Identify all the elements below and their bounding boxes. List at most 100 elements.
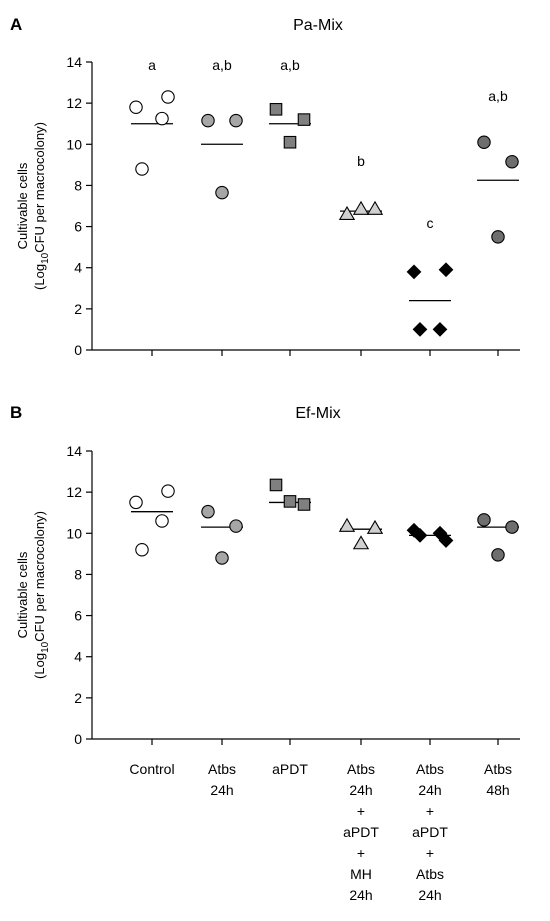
data-point xyxy=(505,155,519,169)
y-tick-label: 4 xyxy=(74,260,82,276)
x-category-label: + xyxy=(357,803,365,819)
y-tick-label: 6 xyxy=(74,219,82,235)
y-axis-label-line1: Cultivable cells xyxy=(15,162,30,249)
data-point xyxy=(229,519,243,533)
y-tick-label: 8 xyxy=(74,177,82,193)
x-category-label: Atbs xyxy=(416,866,444,882)
x-category-label: MH xyxy=(350,866,372,882)
data-point xyxy=(135,162,149,176)
x-category-label: 24h xyxy=(210,782,233,798)
data-point xyxy=(297,498,311,511)
y-tick-label: 6 xyxy=(74,608,82,624)
x-category-label: Atbs xyxy=(347,761,375,777)
data-point xyxy=(477,135,491,149)
x-category-label: Atbs xyxy=(484,761,512,777)
data-point xyxy=(491,548,505,562)
x-category-label: Atbs xyxy=(208,761,236,777)
panel-a: A Pa-Mix 0 2 4 6 8 10 12 14 Cultivable cells(Log… xyxy=(10,15,520,358)
data-point xyxy=(477,513,491,527)
y-axis-label-subscript: 10 xyxy=(40,252,51,264)
x-category-label: aPDT xyxy=(272,761,308,777)
data-point xyxy=(352,200,370,215)
data-point xyxy=(505,520,519,534)
y-axis-label-pre: (Log xyxy=(32,264,47,290)
significance-letter: b xyxy=(357,153,365,169)
data-point xyxy=(155,111,169,126)
x-category-label: + xyxy=(426,803,434,819)
data-point xyxy=(215,185,229,200)
data-point xyxy=(338,517,356,532)
data-point xyxy=(297,113,311,126)
y-tick-label: 12 xyxy=(66,95,82,111)
y-tick-label: 2 xyxy=(74,301,82,317)
data-point xyxy=(155,514,169,528)
data-point xyxy=(269,103,283,116)
data-point xyxy=(432,322,448,337)
data-point xyxy=(366,200,384,215)
y-axis-label-line2: (Log10CFU per macrocolony) xyxy=(32,511,51,679)
data-point xyxy=(129,495,143,510)
data-point xyxy=(161,484,175,498)
data-point xyxy=(412,527,428,543)
x-category-label: + xyxy=(426,845,434,861)
y-tick-label: 14 xyxy=(66,443,82,459)
data-point xyxy=(283,135,297,149)
y-axis-label-pre: (Log xyxy=(32,653,47,679)
x-category-label: Control xyxy=(129,761,174,777)
y-axis-label-line2: (Log10CFU per macrocolony) xyxy=(32,122,51,290)
x-category-label: 24h xyxy=(418,782,441,798)
y-axis-label-post: CFU per macrocolony) xyxy=(32,511,47,642)
data-point xyxy=(491,230,505,244)
x-category-label: 24h xyxy=(349,782,372,798)
y-tick-label: 2 xyxy=(74,690,82,706)
x-category-label: aPDT xyxy=(343,824,379,840)
data-point xyxy=(283,495,297,508)
data-point xyxy=(366,519,384,534)
significance-letter: a xyxy=(148,57,156,73)
panel-b-title: Ef-Mix xyxy=(295,405,340,422)
data-point xyxy=(129,100,143,115)
x-category-label: 24h xyxy=(418,887,441,903)
x-category-label: 48h xyxy=(486,782,509,798)
y-tick-label: 10 xyxy=(66,136,82,152)
significance-letter: a,b xyxy=(212,57,232,73)
y-tick-label: 4 xyxy=(74,649,82,665)
data-point xyxy=(269,478,283,492)
data-point xyxy=(201,504,215,519)
data-point xyxy=(229,113,243,128)
y-tick-label: 12 xyxy=(66,484,82,500)
significance-letter: a,b xyxy=(280,57,300,73)
data-point xyxy=(338,205,356,220)
y-tick-label: 14 xyxy=(66,54,82,70)
data-point xyxy=(412,322,428,337)
x-category-label: + xyxy=(357,845,365,861)
x-category-labels: Control Atbs 24h aPDT Atbs 24h + aPDT + MH 24h Atbs… xyxy=(129,761,512,903)
data-point xyxy=(201,113,215,128)
data-point xyxy=(161,90,175,104)
significance-letter: c xyxy=(427,215,434,231)
y-axis-label-line1: Cultivable cells xyxy=(15,551,30,638)
data-point xyxy=(135,542,149,557)
data-point xyxy=(438,262,454,278)
y-axis-label-post: CFU per macrocolony) xyxy=(32,122,47,253)
panel-a-title: Pa-Mix xyxy=(293,17,343,34)
panel-a-letter: A xyxy=(10,15,22,34)
significance-letter: a,b xyxy=(488,88,508,104)
x-category-label: 24h xyxy=(349,887,372,903)
y-tick-label: 0 xyxy=(74,731,82,747)
y-tick-label: 0 xyxy=(74,342,82,358)
panel-b: B Ef-Mix 0 2 4 6 8 10 12 14 Cultivable cells(Log… xyxy=(10,403,520,747)
y-tick-label: 10 xyxy=(66,525,82,541)
data-point xyxy=(432,525,448,541)
panel-b-letter: B xyxy=(10,403,22,422)
y-axis-label: Cultivable cells(Log10CFU per macrocolon… xyxy=(15,122,51,290)
x-category-label: Atbs xyxy=(416,761,444,777)
x-category-label: aPDT xyxy=(412,824,448,840)
data-point xyxy=(215,551,229,565)
y-axis-label: Cultivable cells(Log10CFU per macrocolon… xyxy=(15,511,51,679)
y-tick-label: 8 xyxy=(74,566,82,582)
y-axis-label-subscript: 10 xyxy=(40,641,51,653)
data-point xyxy=(406,264,422,280)
data-point xyxy=(352,535,370,550)
